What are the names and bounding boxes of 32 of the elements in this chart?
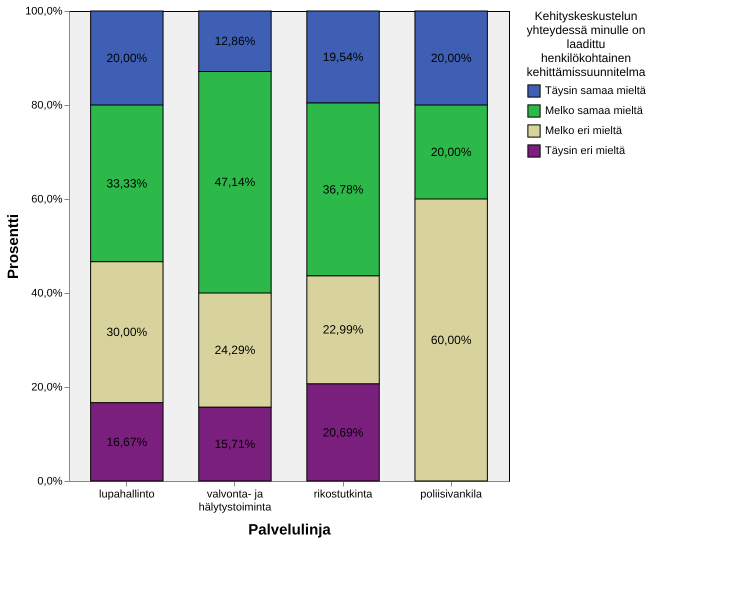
data-label: 60,00% <box>430 333 472 347</box>
data-label: 22,99% <box>322 322 364 337</box>
data-label: 30,00% <box>106 325 148 340</box>
legend-label: Melko samaa mieltä <box>545 105 644 117</box>
x-tick-label: rikostutkinta <box>314 488 374 500</box>
data-label: 20,00% <box>106 51 148 65</box>
y-tick-label: 20,0% <box>31 382 63 394</box>
data-label: 20,00% <box>430 51 472 65</box>
data-label: 36,78% <box>322 182 364 196</box>
y-axis-title: Prosentti <box>5 214 22 280</box>
y-tick-label: 80,0% <box>31 100 63 112</box>
data-label: 12,86% <box>214 34 256 48</box>
x-tick-label: lupahallinto <box>99 488 155 500</box>
legend-label: Melko eri mieltä <box>545 125 623 137</box>
data-label: 20,00% <box>430 145 472 159</box>
legend-title: Kehityskeskustelun yhteydessä minulle on laadittu henkilökohtainen kehittämissuunnitelma <box>526 9 646 79</box>
data-label: 19,54% <box>322 50 364 64</box>
x-tick-label: valvonta- ja hälytystoiminta <box>198 488 272 514</box>
x-axis-title: Palvelulinja <box>248 522 332 538</box>
y-tick-label: 0,0% <box>37 476 63 488</box>
data-label: 20,69% <box>322 425 364 440</box>
x-tick-label: poliisivankila <box>420 488 483 500</box>
data-label: 15,71% <box>214 437 256 452</box>
y-tick-label: 100,0% <box>25 6 63 18</box>
y-tick-label: 60,0% <box>31 194 63 206</box>
data-label: 47,14% <box>214 175 256 190</box>
data-label: 24,29% <box>214 343 256 358</box>
legend-label: Täysin samaa mieltä <box>545 85 647 97</box>
y-tick-label: 40,0% <box>31 288 63 300</box>
legend-label: Täysin eri mieltä <box>545 145 626 157</box>
data-label: 33,33% <box>106 176 148 190</box>
data-label: 16,67% <box>106 434 148 449</box>
